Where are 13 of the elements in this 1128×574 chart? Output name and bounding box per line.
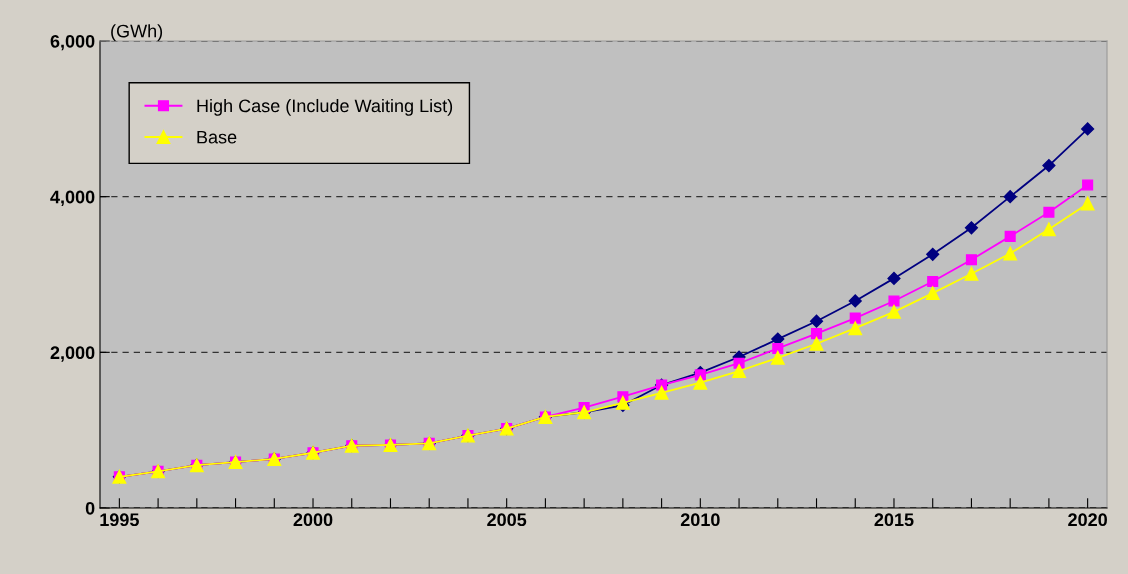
y-axis-title: (GWh) (111, 24, 163, 41)
x-tick-label: 2005 (487, 513, 527, 527)
x-tick-label: 2010 (680, 513, 720, 527)
x-tick-label: 1995 (100, 513, 139, 527)
legend-label: Base (197, 130, 237, 144)
legend-label: High Case (Include Waiting List) (197, 98, 453, 116)
x-tick-label: 2015 (874, 513, 914, 527)
y-tick-label: 4,000 (50, 190, 95, 206)
y-tick-label: 6,000 (50, 34, 95, 51)
x-tick-label: 2020 (1068, 513, 1107, 527)
y-tick-label: 2,000 (50, 346, 95, 362)
x-tick-label: 2000 (293, 513, 333, 527)
y-tick-label: 0 (85, 501, 95, 515)
